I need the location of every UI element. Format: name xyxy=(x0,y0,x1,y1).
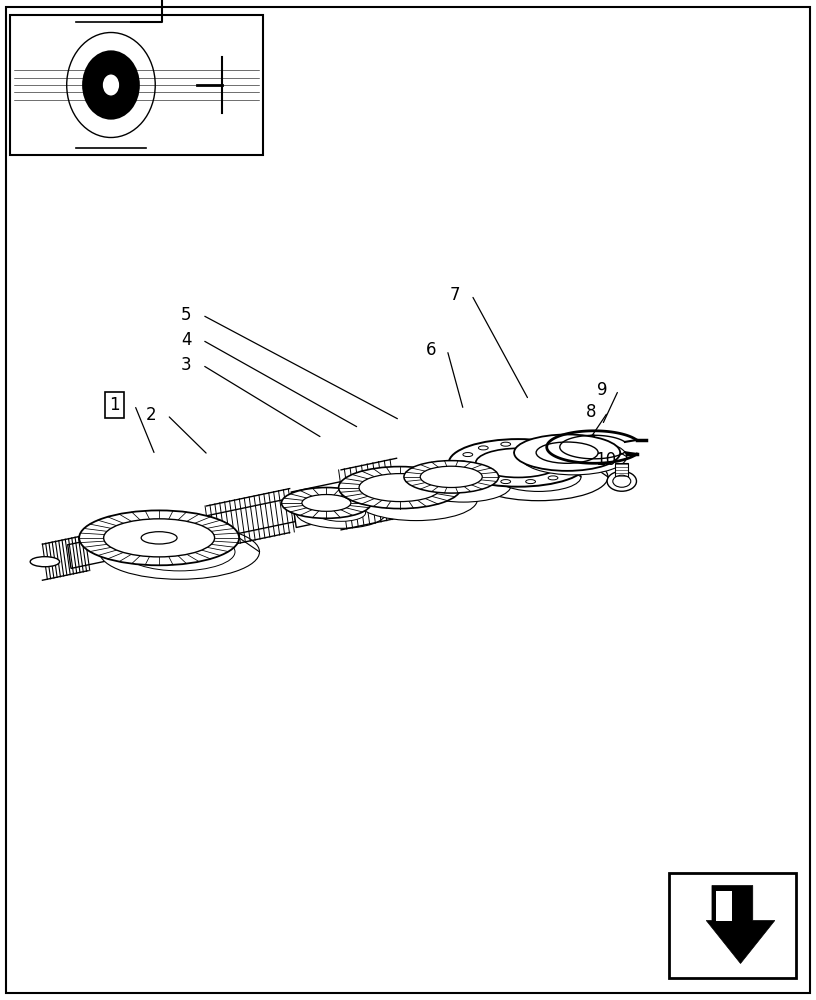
Ellipse shape xyxy=(83,51,139,119)
Text: 5: 5 xyxy=(181,306,191,324)
Ellipse shape xyxy=(355,479,477,521)
Text: 1: 1 xyxy=(109,396,120,414)
Ellipse shape xyxy=(613,475,631,487)
Ellipse shape xyxy=(457,461,468,465)
Ellipse shape xyxy=(141,532,177,544)
Ellipse shape xyxy=(570,461,579,465)
Ellipse shape xyxy=(501,480,511,484)
Ellipse shape xyxy=(536,442,598,463)
Ellipse shape xyxy=(564,453,574,457)
Text: 2: 2 xyxy=(145,406,157,424)
Ellipse shape xyxy=(463,469,472,473)
Ellipse shape xyxy=(420,466,482,487)
Text: 10: 10 xyxy=(595,451,616,469)
Bar xyxy=(10,15,263,155)
Ellipse shape xyxy=(564,469,574,473)
Ellipse shape xyxy=(302,495,351,511)
Ellipse shape xyxy=(548,446,558,450)
Text: 3: 3 xyxy=(180,356,192,374)
Ellipse shape xyxy=(404,461,499,493)
Ellipse shape xyxy=(104,519,215,557)
Ellipse shape xyxy=(526,442,535,446)
Polygon shape xyxy=(68,529,144,568)
Ellipse shape xyxy=(496,462,581,491)
Ellipse shape xyxy=(359,474,441,502)
Ellipse shape xyxy=(521,438,627,475)
Polygon shape xyxy=(202,498,295,540)
Ellipse shape xyxy=(296,498,386,528)
Ellipse shape xyxy=(463,453,472,457)
Ellipse shape xyxy=(317,505,366,521)
Ellipse shape xyxy=(607,471,636,491)
Ellipse shape xyxy=(79,510,239,565)
Polygon shape xyxy=(291,482,345,527)
Ellipse shape xyxy=(478,476,488,480)
Ellipse shape xyxy=(501,442,511,446)
Ellipse shape xyxy=(124,533,235,571)
Text: 6: 6 xyxy=(426,341,436,359)
Ellipse shape xyxy=(416,470,511,502)
Polygon shape xyxy=(706,886,775,964)
Bar xyxy=(669,873,796,978)
Ellipse shape xyxy=(526,480,535,484)
Ellipse shape xyxy=(282,488,371,518)
Ellipse shape xyxy=(469,453,608,501)
Text: 4: 4 xyxy=(181,331,191,349)
Ellipse shape xyxy=(449,439,588,487)
Text: 8: 8 xyxy=(587,403,596,421)
Ellipse shape xyxy=(548,476,558,480)
Polygon shape xyxy=(716,890,733,920)
Text: 7: 7 xyxy=(450,286,460,304)
Ellipse shape xyxy=(339,467,461,509)
Ellipse shape xyxy=(102,74,120,96)
Ellipse shape xyxy=(478,446,488,450)
Polygon shape xyxy=(615,463,628,478)
Ellipse shape xyxy=(30,557,60,567)
Ellipse shape xyxy=(100,524,259,579)
Ellipse shape xyxy=(476,448,561,477)
Text: 9: 9 xyxy=(597,381,607,399)
Polygon shape xyxy=(341,435,597,511)
Ellipse shape xyxy=(514,434,620,471)
